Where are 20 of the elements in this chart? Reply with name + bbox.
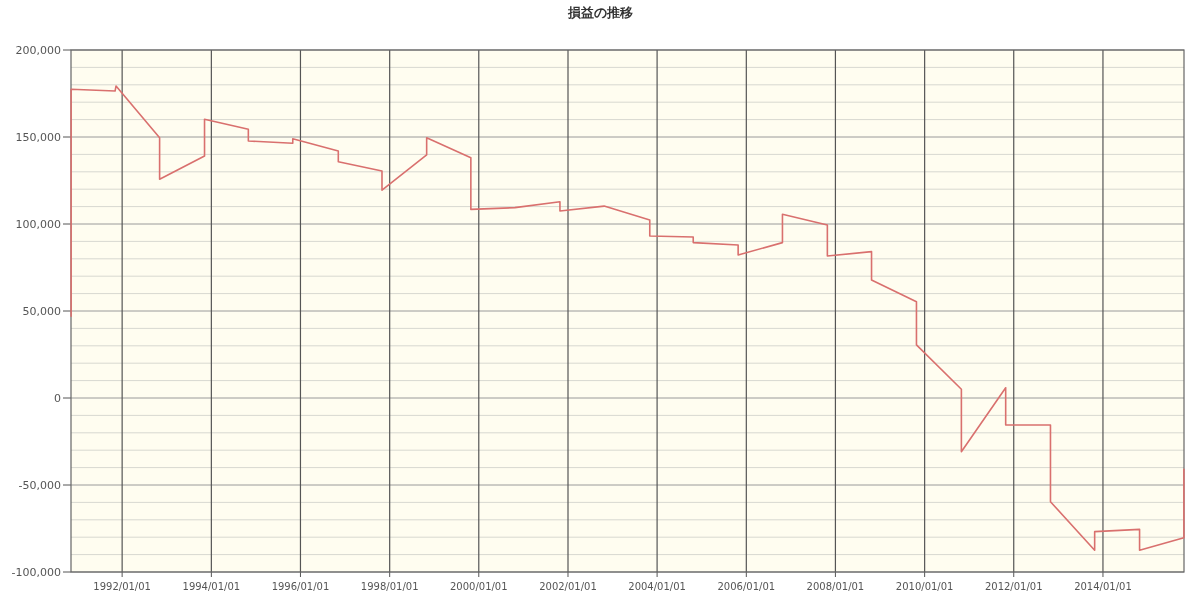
x-tick-label: 2004/01/01 <box>628 581 686 592</box>
chart-title: 損益の推移 <box>566 5 633 20</box>
y-tick-label: 100,000 <box>15 218 61 231</box>
x-tick-label: 1994/01/01 <box>182 581 241 592</box>
x-tick-label: 1996/01/01 <box>271 581 330 592</box>
y-tick-label: 50,000 <box>22 305 61 318</box>
x-tick-label: 2006/01/01 <box>717 581 776 592</box>
x-tick-label: 2000/01/01 <box>449 581 508 592</box>
x-tick-label: 2010/01/01 <box>895 581 954 592</box>
y-tick-label: 150,000 <box>15 131 61 144</box>
y-tick-label: 0 <box>54 392 61 405</box>
x-tick-label: 1998/01/01 <box>360 581 419 592</box>
x-tick-label: 2002/01/01 <box>539 581 597 592</box>
x-tick-label: 2014/01/01 <box>1074 581 1132 592</box>
x-tick-label: 1992/01/01 <box>93 581 151 592</box>
y-tick-label: -50,000 <box>18 479 61 492</box>
y-tick-label: 200,000 <box>15 44 61 57</box>
y-tick-label: -100,000 <box>11 566 61 579</box>
x-tick-label: 2008/01/01 <box>806 581 865 592</box>
x-tick-label: 2012/01/01 <box>984 581 1043 592</box>
